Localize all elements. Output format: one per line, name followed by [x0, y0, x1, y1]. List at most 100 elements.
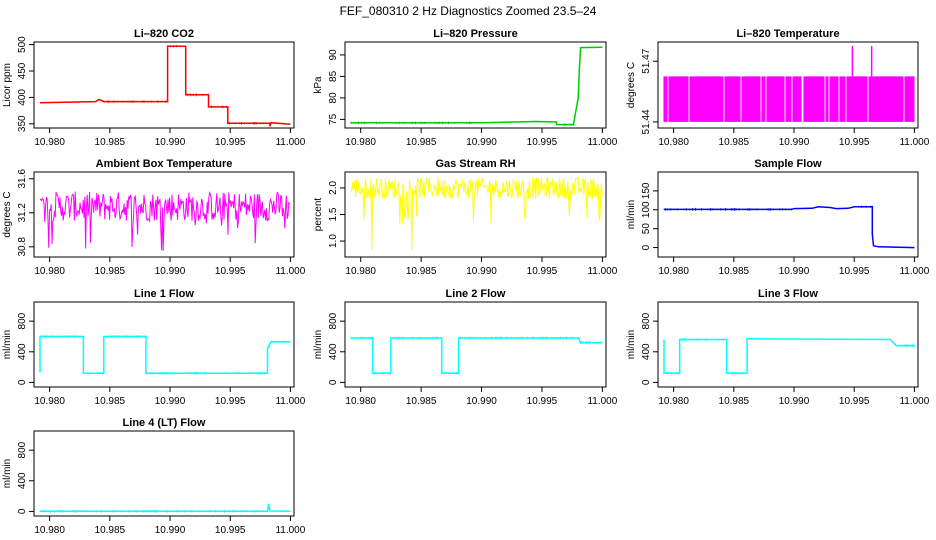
chart-panel: Line 3 Flow 10.980 10.985 10.990 10.995 11.00… — [626, 288, 930, 407]
chart-title: Li–820 CO2 — [134, 28, 194, 40]
x-tick-label: 10.990 — [466, 396, 497, 407]
x-tick-label: 10.985 — [406, 266, 437, 277]
x-tick-label: 11.000 — [275, 525, 305, 536]
x-tick-label: 11.000 — [587, 266, 617, 277]
y-axis-label: percent — [313, 198, 324, 232]
y-tick-label: 400 — [17, 89, 28, 106]
y-tick-label: 400 — [17, 472, 28, 489]
series-noise — [663, 205, 873, 211]
y-axis-label: ml/min — [2, 330, 13, 359]
series-noise — [39, 509, 267, 513]
x-tick-label: 11.000 — [899, 137, 929, 148]
x-tick-label: 11.000 — [899, 266, 929, 277]
y-tick-label: 0 — [17, 508, 28, 514]
x-tick-label: 10.990 — [466, 137, 497, 148]
x-tick-label: 10.995 — [527, 396, 558, 407]
y-tick-label: 350 — [17, 115, 28, 132]
chart-panel: Ambient Box Temperature 10.980 10.985 10.99… — [2, 158, 306, 277]
y-tick-label: 800 — [17, 312, 28, 329]
chart-panel: Li–820 Temperature 10.980 10.985 10.990 10.9… — [626, 28, 930, 148]
series-band — [663, 76, 915, 122]
x-tick-label: 10.990 — [155, 266, 186, 277]
plot-frame — [33, 430, 295, 517]
series-noise — [663, 338, 915, 375]
x-tick-label: 10.980 — [34, 266, 65, 277]
series-noise — [103, 45, 271, 125]
x-tick-label: 10.995 — [527, 137, 558, 148]
plot-frame — [657, 171, 919, 258]
plot-frame — [33, 41, 295, 129]
series-noise — [39, 335, 290, 375]
x-tick-label: 10.990 — [779, 137, 810, 148]
plot-frame — [657, 41, 919, 129]
y-tick-label: 51.47 — [641, 48, 652, 73]
y-tick-label: 31.2 — [17, 203, 28, 223]
y-axis-label: ml/min — [2, 459, 13, 488]
chart-panels: Li–820 CO2 10.980 10.985 10.990 10.995 11.000… — [2, 28, 930, 536]
x-tick-label: 10.985 — [406, 137, 437, 148]
series-noise — [350, 121, 574, 126]
x-tick-label: 10.985 — [95, 396, 126, 407]
x-tick-label: 10.980 — [345, 137, 376, 148]
y-axis-label: ml/min — [313, 330, 324, 359]
plot-frame — [33, 171, 295, 258]
y-axis-label: kPa — [313, 76, 324, 94]
y-tick-label: 0 — [641, 244, 652, 250]
y-tick-label: 50 — [641, 223, 652, 235]
chart-title: Sample Flow — [754, 158, 822, 170]
x-tick-label: 10.985 — [95, 525, 126, 536]
y-tick-label: 51.44 — [641, 109, 652, 134]
x-tick-label: 10.980 — [34, 396, 65, 407]
y-tick-label: 800 — [641, 312, 652, 329]
y-axis-label: Licor ppm — [2, 63, 13, 107]
y-tick-label: 90 — [328, 49, 339, 61]
plot-frame — [344, 41, 607, 129]
series-line — [350, 177, 603, 251]
x-tick-label: 10.980 — [34, 525, 65, 536]
y-tick-label: 75 — [328, 113, 339, 125]
series-line — [351, 46, 603, 126]
y-tick-label: 400 — [17, 343, 28, 360]
y-tick-label: 450 — [17, 62, 28, 79]
x-tick-label: 11.000 — [587, 137, 617, 148]
x-tick-label: 10.995 — [215, 525, 246, 536]
y-tick-label: 31.6 — [17, 169, 28, 189]
chart-panel: Gas Stream RH 10.980 10.985 10.990 10.995 11.… — [313, 158, 618, 277]
x-tick-label: 10.990 — [779, 266, 810, 277]
x-tick-label: 10.985 — [719, 396, 750, 407]
x-tick-label: 11.000 — [587, 396, 617, 407]
y-tick-label: 800 — [328, 312, 339, 329]
chart-panel: Li–820 CO2 10.980 10.985 10.990 10.995 11.000… — [2, 28, 306, 148]
x-tick-label: 11.000 — [275, 266, 305, 277]
chart-title: Ambient Box Temperature — [96, 158, 233, 170]
chart-title: Li–820 Temperature — [736, 28, 839, 40]
x-tick-label: 10.980 — [345, 396, 376, 407]
x-tick-label: 10.980 — [345, 266, 376, 277]
chart-title: Line 4 (LT) Flow — [123, 417, 206, 429]
chart-panel: Line 1 Flow 10.980 10.985 10.990 10.995 11.00… — [2, 288, 306, 407]
x-tick-label: 10.985 — [95, 137, 126, 148]
x-tick-label: 10.980 — [658, 137, 689, 148]
x-tick-label: 10.985 — [719, 137, 750, 148]
chart-title: Line 3 Flow — [758, 288, 818, 300]
y-axis-label: degrees C — [626, 62, 637, 108]
chart-panel: Line 4 (LT) Flow 10.980 10.985 10.990 10.995… — [2, 417, 306, 536]
x-tick-label: 10.980 — [658, 396, 689, 407]
x-tick-label: 10.990 — [155, 525, 186, 536]
chart-title: Li–820 Pressure — [433, 28, 517, 40]
x-tick-label: 10.995 — [527, 266, 558, 277]
x-tick-label: 10.995 — [215, 266, 246, 277]
x-tick-label: 10.990 — [466, 266, 497, 277]
y-tick-label: 0 — [17, 379, 28, 385]
y-tick-label: 150 — [641, 182, 652, 199]
plot-frame — [344, 301, 607, 388]
series-line — [39, 45, 291, 127]
y-tick-label: 400 — [328, 343, 339, 360]
x-tick-label: 10.980 — [34, 137, 65, 148]
x-tick-label: 10.990 — [155, 137, 186, 148]
y-tick-label: 400 — [641, 343, 652, 360]
x-tick-label: 10.985 — [719, 266, 750, 277]
y-tick-label: 80 — [328, 92, 339, 104]
x-tick-label: 10.985 — [406, 396, 437, 407]
x-tick-label: 10.995 — [839, 266, 870, 277]
